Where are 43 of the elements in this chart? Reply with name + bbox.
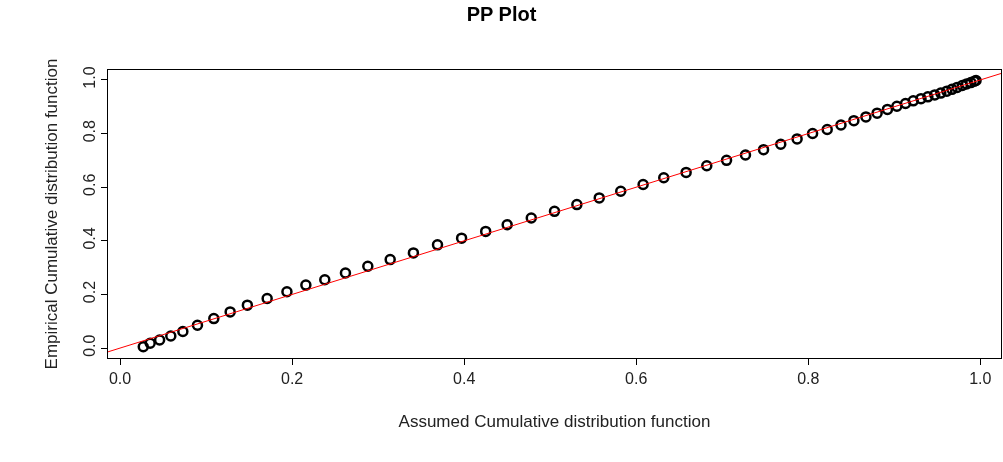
point: [806, 127, 819, 140]
point: [224, 306, 236, 318]
x-axis-title: Assumed Cumulative distribution function: [398, 411, 711, 431]
y-tick-label: 0.6: [80, 173, 98, 196]
point: [956, 79, 969, 92]
y-tick-label: 1.0: [80, 66, 98, 89]
point: [720, 154, 733, 167]
point: [455, 232, 468, 244]
point: [191, 319, 204, 332]
point: [915, 92, 927, 105]
point: [951, 81, 963, 94]
point: [208, 312, 220, 325]
point: [922, 91, 934, 103]
point: [701, 159, 713, 172]
point: [907, 95, 919, 107]
x-tick-label: 0.4: [453, 370, 476, 388]
x-tick-label: 1.0: [969, 370, 992, 388]
point: [871, 107, 883, 119]
point: [680, 166, 692, 179]
point: [899, 97, 912, 110]
point: [241, 299, 254, 311]
point: [941, 85, 953, 97]
chart-title: PP Plot: [466, 2, 537, 25]
point: [757, 143, 770, 156]
point: [881, 103, 894, 116]
point: [891, 100, 903, 112]
y-tick-label: 0.2: [80, 280, 98, 304]
x-tick-label: 0.8: [797, 370, 820, 388]
y-axis-title: Empirical Cumulative distribution function: [42, 58, 62, 370]
y-tick-label: 0.8: [80, 119, 98, 143]
point: [300, 279, 312, 291]
point: [137, 340, 150, 353]
y-tick-label: 0.4: [80, 227, 98, 250]
point: [848, 114, 860, 127]
point: [775, 138, 787, 151]
x-tick-label: 0.6: [625, 370, 648, 388]
x-tick-label: 0.2: [280, 370, 304, 388]
point: [614, 185, 627, 197]
x-tick-label: 0.0: [108, 370, 132, 388]
point: [835, 119, 847, 131]
point: [965, 76, 977, 89]
y-tick-label: 0.0: [80, 334, 98, 357]
point: [637, 178, 649, 191]
